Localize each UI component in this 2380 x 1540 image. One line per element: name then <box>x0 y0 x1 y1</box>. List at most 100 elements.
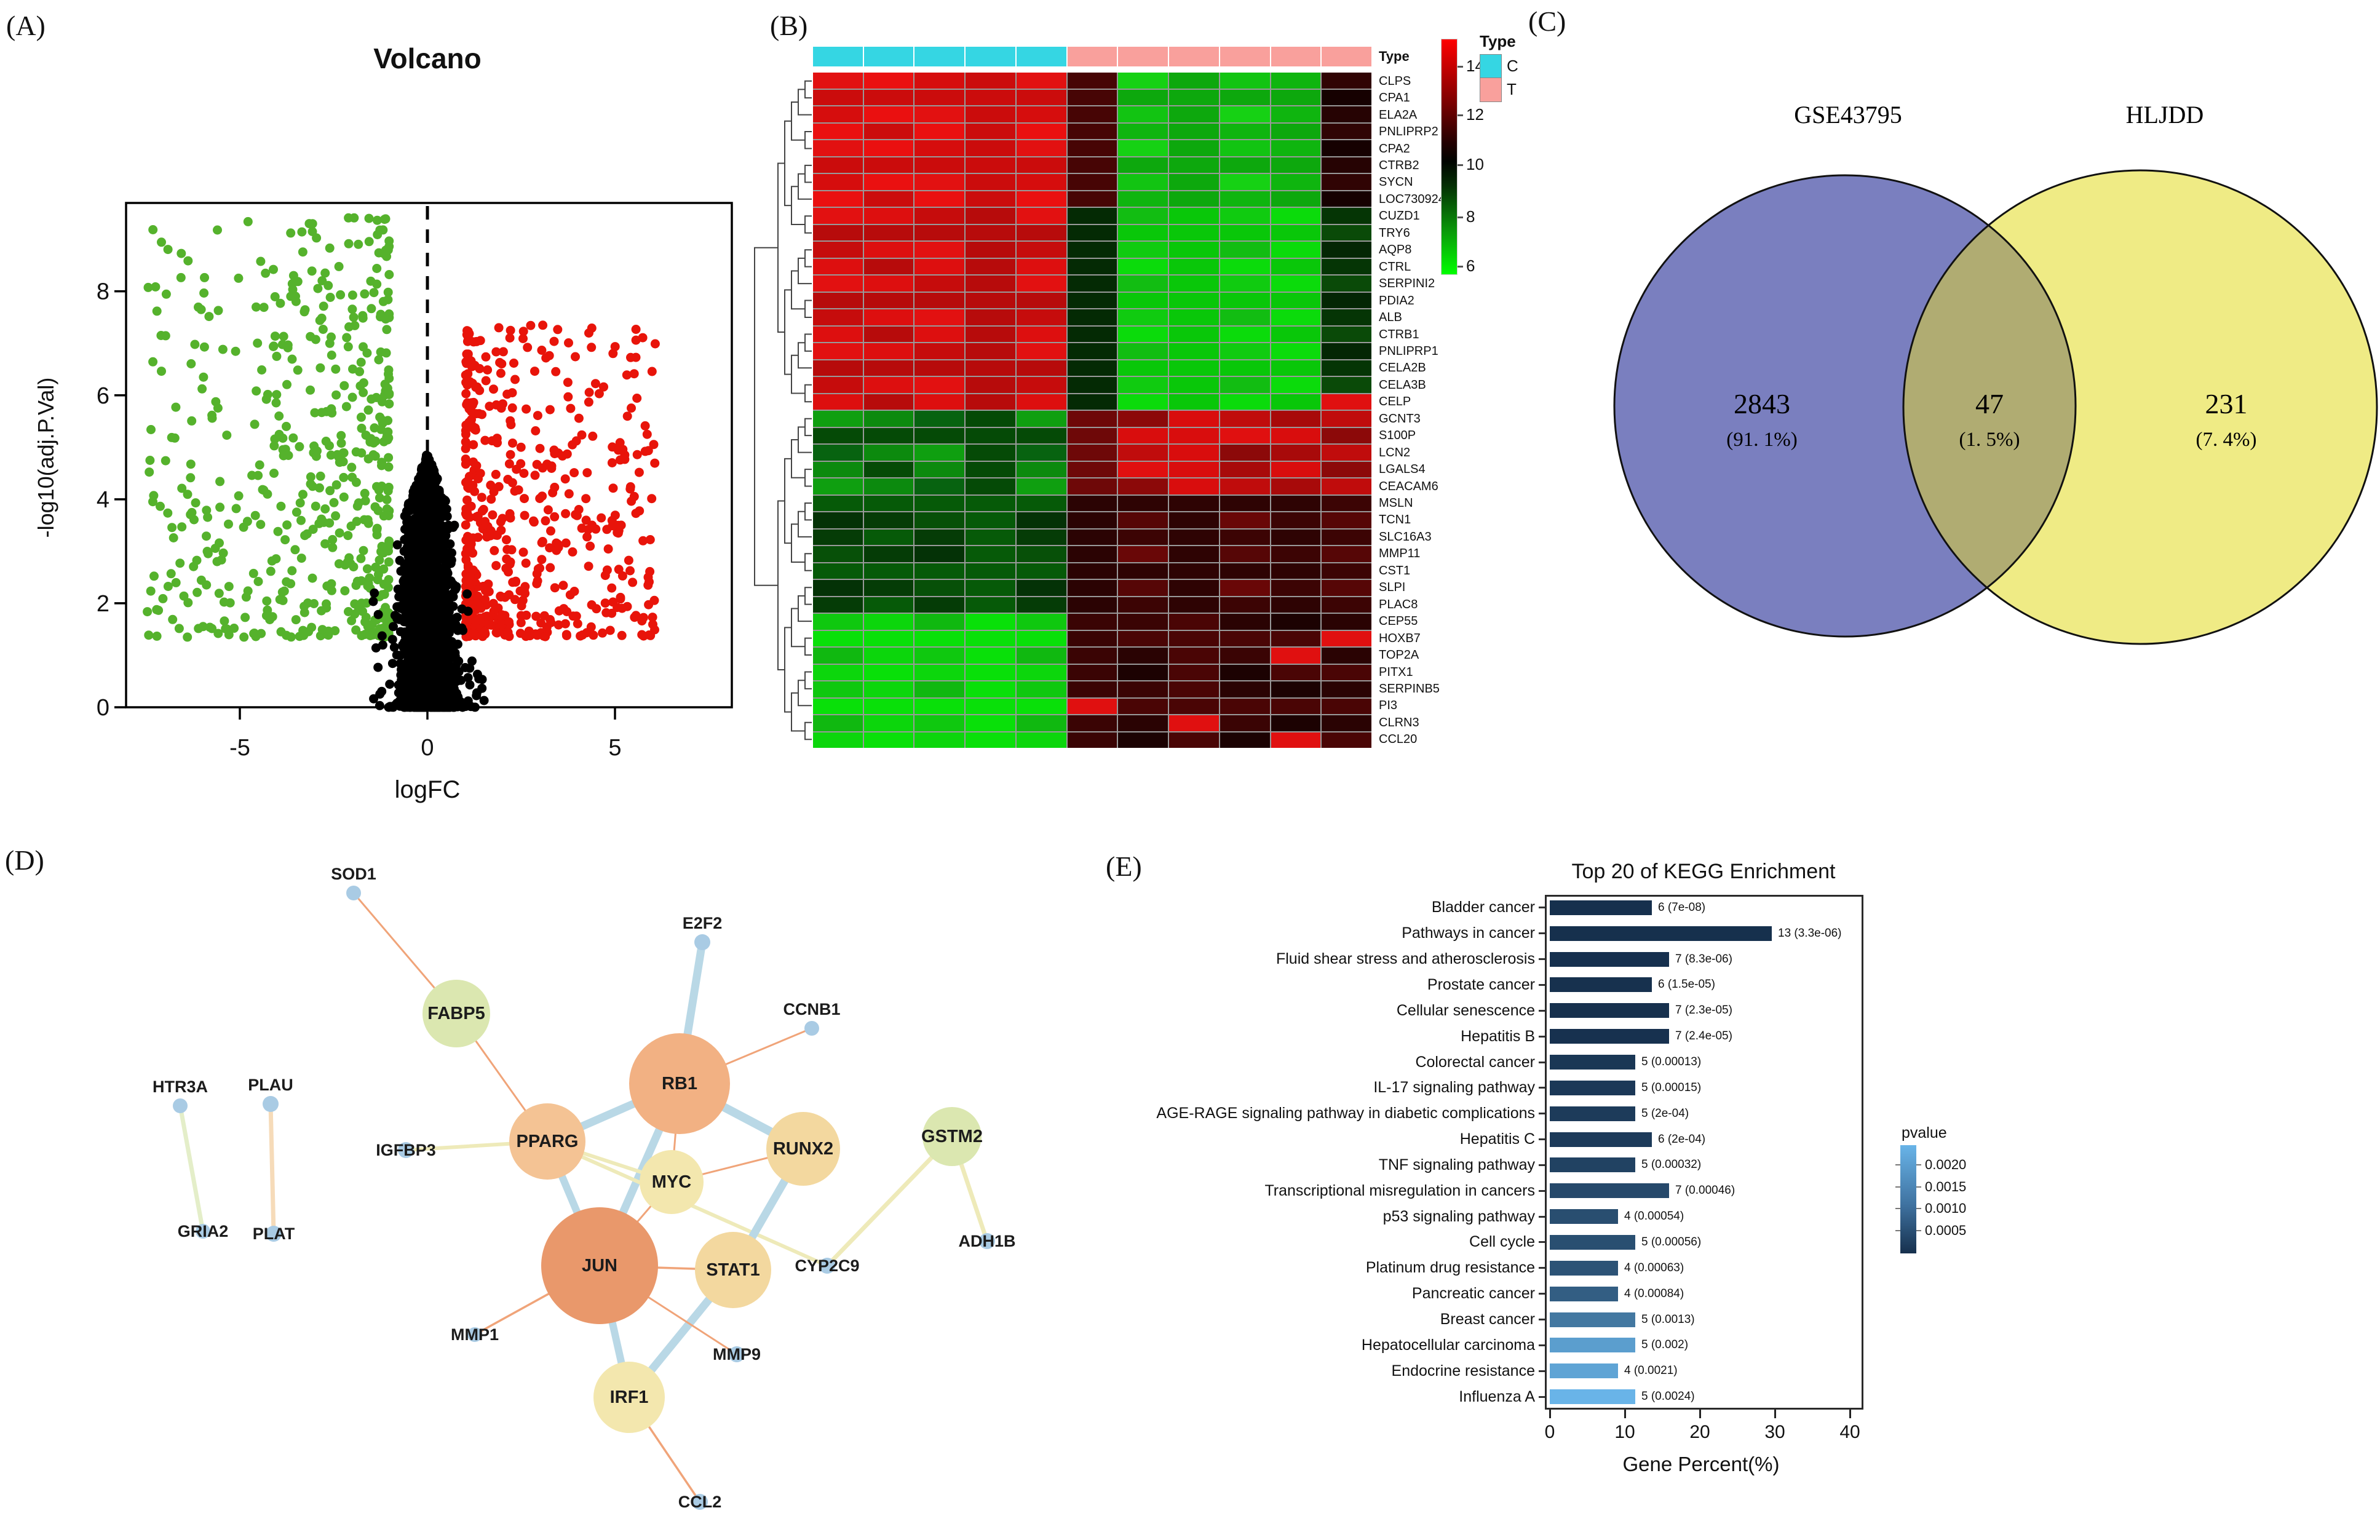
gene-label: TCN1 <box>1379 513 1411 527</box>
heatmap-cell <box>1271 140 1321 156</box>
volcano-point <box>454 667 464 677</box>
volcano-point <box>441 539 451 549</box>
volcano-point <box>341 402 351 411</box>
kegg-category-label: Prostate cancer <box>1427 975 1535 993</box>
heatmap-cell <box>1322 563 1371 579</box>
type-legend-swatch-t <box>1480 77 1502 102</box>
kegg-category-tick <box>1539 1344 1545 1346</box>
type-legend-label-t: T <box>1507 80 1517 98</box>
x-tick-label: -5 <box>229 735 250 761</box>
heatmap-cell <box>966 698 1015 714</box>
heatmap-cell <box>1271 123 1321 139</box>
volcano-point <box>157 237 166 247</box>
kegg-bar <box>1550 1080 1635 1095</box>
kegg-category-tick <box>1539 1241 1545 1244</box>
volcano-point <box>306 385 315 395</box>
volcano-point <box>450 651 460 661</box>
volcano-point <box>307 266 317 276</box>
volcano-point <box>263 389 272 399</box>
heatmap-cell <box>1322 597 1371 613</box>
kegg-bar-value: 13 (3.3e-06) <box>1778 926 1842 940</box>
network-edge-plau-plat <box>268 1101 276 1236</box>
volcano-point <box>349 312 359 322</box>
volcano-point <box>359 546 368 555</box>
volcano-point <box>480 517 490 526</box>
volcano-point <box>329 498 339 507</box>
volcano-point <box>197 384 207 394</box>
heatmap-cell <box>1322 224 1371 240</box>
kegg-category-label: Hepatitis B <box>1461 1027 1535 1045</box>
volcano-point <box>430 576 439 585</box>
kegg-x-tick-label: 20 <box>1689 1422 1710 1442</box>
kegg-x-tick-label: 40 <box>1839 1422 1860 1442</box>
volcano-point <box>199 288 209 298</box>
heatmap-cell <box>1220 495 1270 511</box>
heatmap-cell <box>813 191 863 207</box>
heatmap-cell <box>966 140 1015 156</box>
volcano-point <box>506 450 515 459</box>
heatmap-cell <box>863 360 914 376</box>
volcano-point <box>347 290 357 300</box>
volcano-point <box>306 331 315 341</box>
volcano-point <box>296 554 306 563</box>
kegg-category-label: Endocrine resistance <box>1391 1362 1535 1379</box>
volcano-point <box>561 509 571 518</box>
volcano-point <box>543 505 553 515</box>
gene-label: TRY6 <box>1379 226 1410 240</box>
volcano-point <box>259 303 269 312</box>
volcano-point <box>369 288 379 298</box>
volcano-point <box>488 598 498 608</box>
kegg-bar-value: 6 (7e-08) <box>1658 900 1706 914</box>
volcano-point <box>607 583 617 593</box>
heatmap-cell <box>966 546 1015 562</box>
heatmap-cell <box>813 546 863 562</box>
volcano-point <box>363 405 373 415</box>
volcano-point <box>151 282 161 292</box>
kegg-category-label: Cellular senescence <box>1396 1001 1535 1019</box>
volcano-point <box>380 379 390 389</box>
volcano-point <box>418 472 428 482</box>
heatmap-cell <box>1118 191 1168 207</box>
heatmap-cell <box>863 630 914 646</box>
heatmap-cell <box>1016 478 1066 494</box>
volcano-point <box>397 666 407 675</box>
heatmap-cell <box>1118 258 1168 274</box>
volcano-point <box>549 445 559 455</box>
volcano-point <box>564 338 573 347</box>
volcano-point <box>364 237 374 247</box>
volcano-point <box>532 569 542 579</box>
heatmap-cell <box>1067 614 1117 630</box>
heatmap-cell <box>863 648 914 664</box>
heatmap-cell <box>1322 343 1371 359</box>
gene-label: SLPI <box>1379 581 1406 595</box>
heatmap-cell <box>1067 242 1117 258</box>
heatmap-cell <box>1271 326 1321 342</box>
volcano-point <box>403 552 413 562</box>
kegg-category-label: Fluid shear stress and atherosclerosis <box>1275 950 1535 968</box>
volcano-point <box>462 495 472 505</box>
heatmap-cell <box>813 157 863 173</box>
heatmap-cell <box>1118 461 1168 477</box>
x-tick-label: 0 <box>421 735 434 761</box>
volcano-point <box>498 347 508 357</box>
heatmap-cell <box>863 732 914 748</box>
volcano-point <box>622 370 632 380</box>
heatmap-cell <box>1271 377 1321 393</box>
kegg-bar-value: 7 (0.00046) <box>1675 1184 1735 1197</box>
volcano-point <box>373 662 383 672</box>
pvalue-tick-label: 0.0005 <box>1925 1222 1967 1238</box>
heatmap-cell <box>1271 106 1321 122</box>
volcano-point <box>507 478 517 488</box>
heatmap-cell <box>914 512 965 528</box>
heatmap-cell <box>1169 630 1219 646</box>
volcano-point <box>256 256 266 266</box>
heatmap-cell <box>1016 495 1066 511</box>
kegg-title: Top 20 of KEGG Enrichment <box>1571 860 1836 883</box>
heatmap-cell <box>813 242 863 258</box>
volcano-point <box>461 389 471 399</box>
heatmap-cell <box>1016 664 1066 680</box>
heatmap-cell <box>966 292 1015 308</box>
volcano-point <box>191 498 200 508</box>
volcano-point <box>546 526 555 536</box>
heatmap-cell <box>1118 597 1168 613</box>
